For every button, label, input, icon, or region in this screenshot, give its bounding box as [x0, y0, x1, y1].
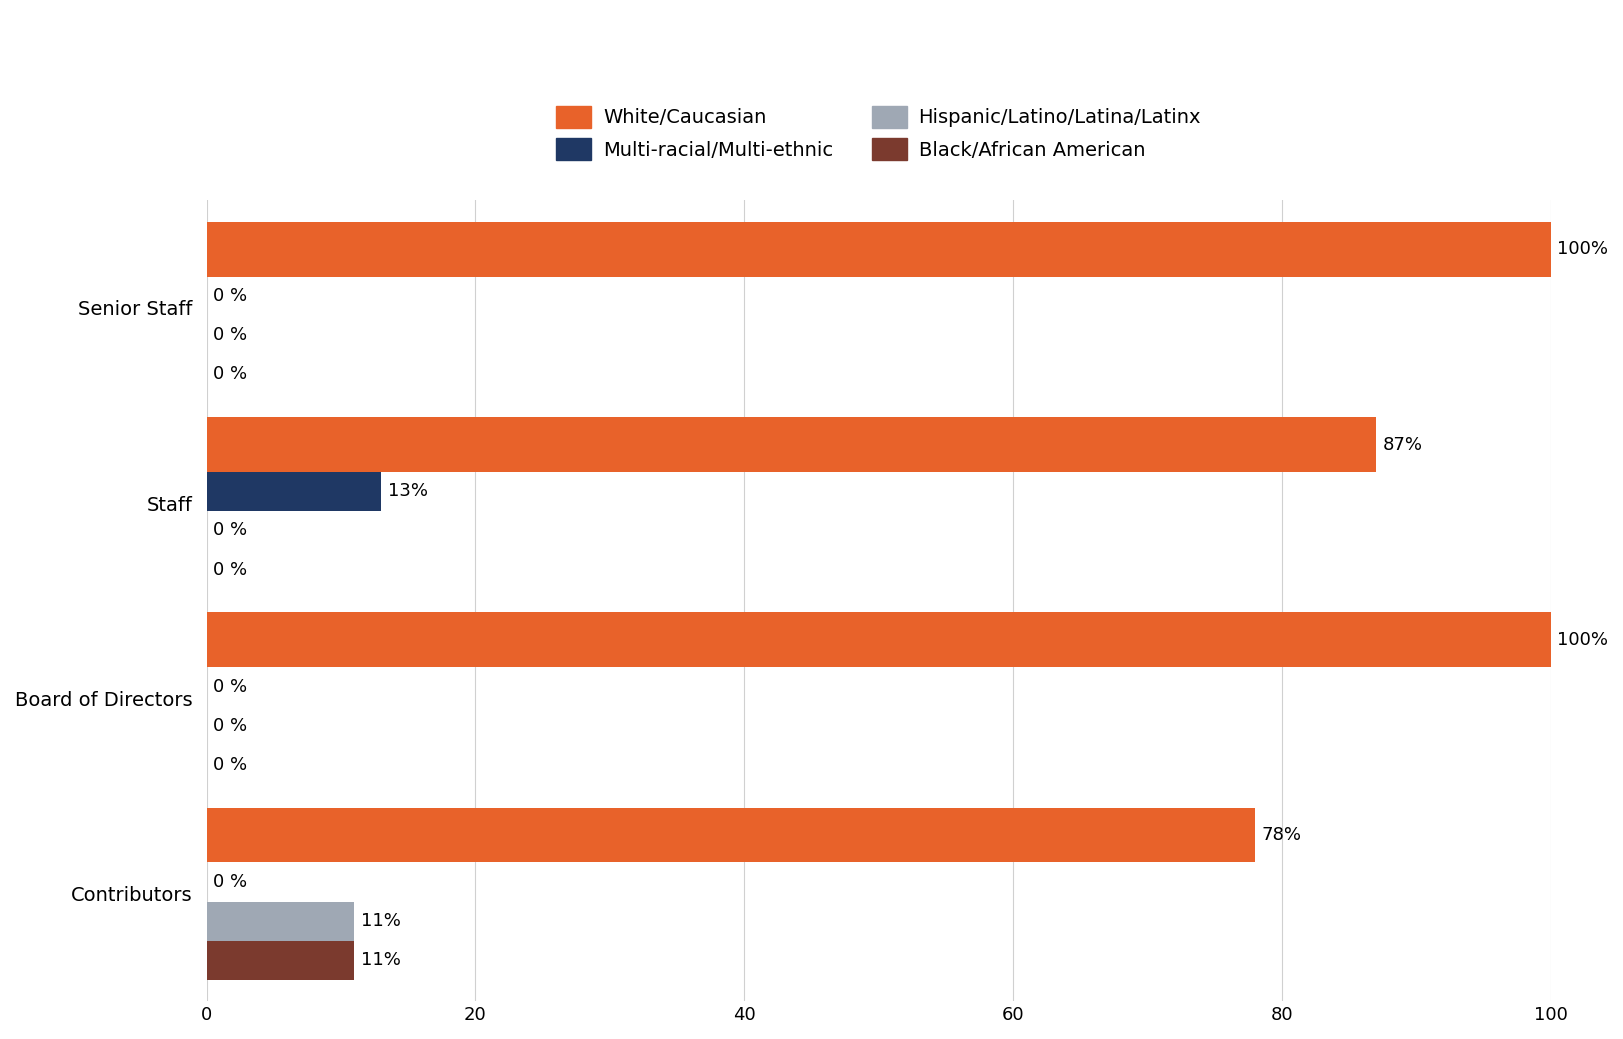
- Bar: [206, 472, 381, 511]
- Text: 0 %: 0 %: [213, 560, 247, 579]
- Bar: [206, 418, 1376, 472]
- Text: 0 %: 0 %: [213, 873, 247, 891]
- Text: 13%: 13%: [388, 482, 428, 501]
- Text: 0 %: 0 %: [213, 326, 247, 344]
- Text: 0 %: 0 %: [213, 366, 247, 383]
- Text: 87%: 87%: [1383, 435, 1423, 454]
- Bar: [206, 222, 1550, 276]
- Text: 0 %: 0 %: [213, 677, 247, 696]
- Bar: [206, 807, 1255, 862]
- Text: 100%: 100%: [1558, 240, 1608, 259]
- Legend: White/Caucasian, Multi-racial/Multi-ethnic, Hispanic/Latino/Latina/Latinx, Black: White/Caucasian, Multi-racial/Multi-ethn…: [549, 98, 1209, 168]
- Text: 100%: 100%: [1558, 631, 1608, 648]
- Bar: [206, 612, 1550, 667]
- Text: 11%: 11%: [360, 912, 401, 930]
- Text: 78%: 78%: [1261, 826, 1302, 844]
- Text: 0 %: 0 %: [213, 717, 247, 735]
- Bar: [206, 902, 354, 940]
- Text: 0 %: 0 %: [213, 287, 247, 305]
- Text: 0 %: 0 %: [213, 755, 247, 774]
- Text: 11%: 11%: [360, 951, 401, 969]
- Text: 0 %: 0 %: [213, 522, 247, 539]
- Bar: [206, 940, 354, 980]
